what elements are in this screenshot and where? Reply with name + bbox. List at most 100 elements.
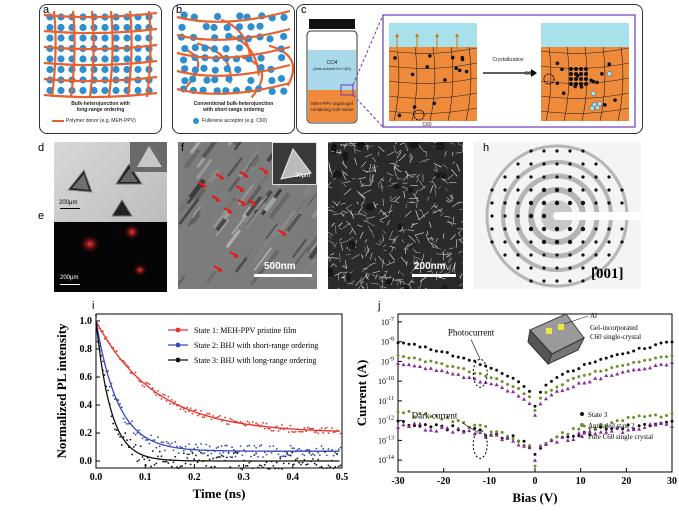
data-point: [598, 376, 603, 381]
diffraction-spot: [503, 188, 507, 192]
diffraction-spot: [607, 175, 611, 179]
data-point: [146, 456, 149, 459]
data-point: [122, 359, 125, 362]
data-point: [577, 434, 581, 438]
data-point: [279, 455, 282, 458]
data-point: [193, 447, 196, 450]
fullerene-dot: [180, 11, 188, 19]
data-point: [201, 452, 204, 455]
legend-entry: State 3: BHJ with long-range ordering: [194, 356, 316, 365]
data-point: [136, 376, 139, 379]
fullerene-dot: [123, 23, 131, 32]
data-point: [538, 444, 543, 449]
data-point: [588, 372, 592, 376]
data-point: [566, 379, 570, 383]
diffraction-spot: [581, 240, 585, 244]
data-point: [126, 439, 128, 442]
data-point: [429, 359, 433, 363]
data-point: [177, 404, 180, 406]
data-point: [129, 438, 132, 441]
data-point: [331, 459, 333, 462]
data-point: [308, 427, 311, 430]
data-point: [243, 449, 245, 451]
data-point: [227, 423, 230, 426]
data-point: [114, 398, 116, 400]
fullerene-dot: [211, 66, 219, 74]
data-point: [511, 439, 516, 443]
crystal-lattice-dot: [584, 77, 588, 81]
data-point: [148, 459, 151, 462]
data-point: [450, 371, 455, 376]
data-point: [555, 435, 559, 439]
data-point: [538, 401, 543, 406]
fullerene-dot: [79, 34, 87, 42]
data-point: [298, 447, 301, 450]
y-tick-label: 10-9: [381, 356, 394, 366]
polymer-chain: [229, 34, 260, 76]
data-point: [428, 428, 433, 432]
data-point: [213, 450, 216, 453]
data-point: [287, 454, 290, 456]
fullerene-dot: [57, 65, 65, 74]
data-point: [429, 348, 433, 352]
x-tick-label: 0.1: [139, 472, 152, 483]
data-point: [260, 464, 263, 467]
diffraction-spot: [490, 227, 494, 231]
data-point: [407, 409, 411, 413]
data-point: [265, 453, 268, 456]
data-point: [665, 340, 669, 344]
diffraction-spot: [581, 175, 585, 179]
crystal-lattice-dot: [579, 82, 583, 86]
fullerene-dot: [90, 86, 98, 95]
c60-molecule: [450, 55, 455, 60]
c60-molecule: [607, 62, 612, 67]
diffraction-spot: [568, 266, 572, 270]
data-point: [554, 389, 559, 393]
diffraction-spot: [607, 253, 611, 257]
x-tick-label: 10: [576, 476, 586, 487]
data-point: [478, 430, 483, 434]
diffraction-spot: [541, 200, 547, 206]
data-point: [516, 442, 521, 447]
data-point: [418, 424, 422, 428]
diffraction-spot: [490, 214, 494, 218]
panel-a-legend: Polymer donor (e.g. MEH-PPV): [66, 118, 136, 124]
data-point: [141, 456, 144, 458]
data-point: [158, 394, 161, 397]
data-point: [253, 444, 256, 447]
data-point: [456, 355, 460, 359]
data-point: [401, 411, 405, 415]
data-point: [231, 456, 233, 459]
data-point: [275, 461, 278, 464]
data-point: [241, 468, 244, 471]
diffraction-spot: [503, 227, 507, 231]
data-point: [110, 382, 113, 385]
data-point: [277, 430, 280, 433]
fullerene-dot: [134, 55, 142, 63]
panel-f-inset-scale: 20μm: [295, 173, 311, 179]
data-point: [615, 425, 620, 429]
crystallization-label: Crystallization: [492, 57, 524, 63]
data-point: [560, 372, 564, 376]
data-point: [219, 456, 221, 458]
data-point: [511, 385, 515, 389]
data-point: [243, 459, 245, 462]
data-point: [270, 460, 273, 463]
data-point: [418, 345, 422, 349]
data-point: [571, 426, 575, 430]
data-point: [484, 424, 488, 428]
data-point: [610, 427, 614, 431]
data-point: [659, 362, 664, 366]
data-point: [220, 445, 223, 447]
diffraction-spot: [516, 253, 520, 257]
c60-molecule: [457, 68, 462, 73]
crystal-lattice-dot: [579, 72, 583, 76]
data-point: [336, 453, 338, 455]
data-point: [412, 415, 416, 419]
panel-d-scale-bar: [60, 208, 80, 209]
data-point: [127, 422, 130, 425]
data-point: [270, 451, 273, 454]
data-point: [648, 422, 653, 426]
fullerene-dot: [199, 86, 207, 94]
data-point: [467, 370, 471, 374]
